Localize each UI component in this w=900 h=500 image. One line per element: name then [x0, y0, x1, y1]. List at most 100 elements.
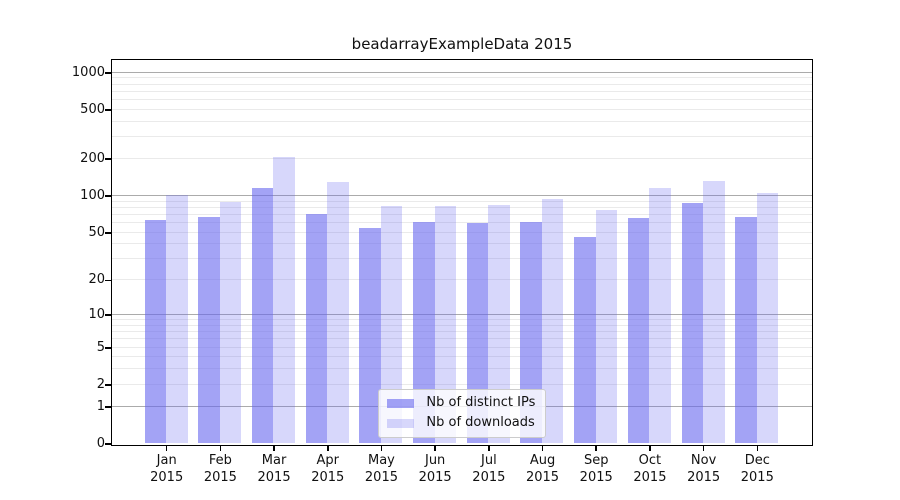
y-axis-tick-mark-2 [105, 384, 112, 386]
x-axis-tick-mark-aug [541, 445, 544, 451]
y-axis-tick-label-20: 20 [88, 272, 105, 288]
gridline-90 [112, 200, 812, 202]
gridline-40 [112, 243, 812, 245]
gridline-300 [112, 136, 812, 138]
x-axis-tick-label-may: May 2015 [364, 453, 398, 485]
x-axis-tick-label-mar: Mar 2015 [257, 453, 291, 485]
x-axis-tick-label-jun: Jun 2015 [418, 453, 452, 485]
y-axis-tick-mark-100 [105, 195, 112, 197]
gridline-3 [112, 368, 812, 370]
gridline-30 [112, 258, 812, 260]
gridline-50 [112, 231, 812, 233]
x-axis-tick-label-sep: Sep 2015 [579, 453, 613, 485]
y-axis-tick-mark-1 [105, 405, 112, 408]
x-axis-tick-mark-may [380, 445, 383, 451]
legend: Nb of distinct IPs Nb of downloads [378, 389, 547, 439]
legend-swatch-distinct-ips-icon [387, 398, 415, 408]
bar-aug-distinct-ips [520, 221, 542, 444]
bar-dec-downloads [756, 193, 779, 444]
bar-nov-downloads [703, 181, 725, 444]
gridline-900 [112, 77, 812, 79]
y-axis-tick-label-500: 500 [80, 102, 105, 118]
bar-jun-distinct-ips [413, 221, 435, 444]
x-axis-tick-label-jul: Jul 2015 [472, 453, 506, 485]
gridline-20 [112, 279, 812, 281]
bar-mar-distinct-ips [251, 187, 274, 444]
y-axis-tick-mark-10 [105, 314, 112, 316]
gridline-200 [112, 157, 812, 159]
legend-item-downloads: Nb of downloads [387, 416, 535, 430]
gridline-400 [112, 120, 812, 122]
bar-nov-distinct-ips [681, 202, 703, 444]
gridline-60 [112, 222, 812, 224]
x-axis-tick-label-dec: Dec 2015 [740, 453, 774, 485]
y-axis-tick-label-0: 0 [96, 436, 105, 451]
x-axis-tick-label-oct: Oct 2015 [633, 453, 667, 485]
gridline-500 [112, 108, 812, 110]
x-axis-tick-label-nov: Nov 2015 [687, 453, 721, 485]
gridline-70 [112, 213, 812, 215]
x-axis-tick-label-apr: Apr 2015 [311, 453, 345, 485]
x-axis-tick-label-jan: Jan 2015 [150, 453, 184, 485]
gridline-6 [112, 338, 812, 340]
gridline-10 [112, 314, 812, 316]
gridline-9 [112, 319, 812, 321]
gridline-80 [112, 206, 812, 208]
chart-title: beadarrayExampleData 2015 [351, 35, 573, 53]
bar-oct-downloads [649, 188, 671, 444]
x-axis-tick-mark-sep [595, 445, 598, 451]
gridline-8 [112, 324, 812, 326]
x-axis-tick-mark-mar [273, 445, 275, 451]
legend-label-distinct-ips: Nb of distinct IPs [426, 395, 536, 411]
bar-apr-downloads [327, 182, 349, 444]
bar-apr-distinct-ips [305, 214, 328, 444]
gridline-1000 [112, 71, 812, 73]
y-axis-tick-mark-5 [105, 346, 112, 349]
y-axis-tick-mark-0 [105, 443, 112, 445]
y-axis-tick-mark-500 [105, 109, 112, 111]
gridline-5 [112, 346, 812, 348]
x-axis-tick-mark-nov [702, 445, 705, 451]
bar-jul-downloads [488, 205, 510, 444]
bar-oct-distinct-ips [627, 217, 650, 444]
gridline-100 [112, 194, 812, 196]
y-axis-tick-mark-200 [105, 158, 112, 160]
y-axis-tick-label-100: 100 [80, 188, 105, 204]
gridline-2 [112, 383, 812, 385]
y-axis-tick-mark-50 [105, 231, 112, 234]
x-axis-tick-label-feb: Feb 2015 [203, 453, 237, 485]
y-axis-tick-mark-1000 [105, 72, 112, 74]
bar-may-distinct-ips [359, 228, 381, 444]
y-axis-tick-label-10: 10 [88, 307, 105, 323]
bar-jan-distinct-ips [144, 219, 167, 444]
bar-feb-distinct-ips [198, 216, 220, 444]
x-axis-tick-mark-jul [488, 445, 490, 451]
legend-label-downloads: Nb of downloads [426, 415, 535, 431]
plot-area: Nb of distinct IPs Nb of downloads [111, 59, 813, 446]
y-axis-tick-mark-20 [105, 279, 112, 282]
y-axis-tick-label-200: 200 [80, 151, 105, 167]
bar-feb-downloads [219, 202, 242, 444]
x-axis-tick-mark-jun [434, 445, 436, 451]
x-axis-tick-label-aug: Aug 2015 [525, 453, 560, 485]
bar-jun-downloads [434, 206, 457, 444]
bars-layer [112, 60, 811, 444]
bar-mar-downloads [273, 156, 295, 444]
y-axis-tick-label-5: 5 [96, 339, 105, 355]
gridline-800 [112, 83, 812, 85]
bar-sep-distinct-ips [574, 236, 596, 444]
y-axis-tick-label-50: 50 [88, 224, 105, 240]
legend-swatch-downloads-icon [387, 418, 415, 428]
bar-dec-distinct-ips [735, 216, 757, 444]
y-axis-tick-label-2: 2 [96, 376, 105, 392]
x-axis-tick-mark-jan [165, 445, 168, 451]
x-axis-tick-mark-feb [219, 445, 222, 451]
bar-may-downloads [380, 206, 403, 444]
bar-jul-distinct-ips [466, 222, 489, 444]
x-axis-tick-mark-oct [649, 445, 651, 451]
bar-aug-downloads [541, 199, 564, 444]
bar-jan-downloads [166, 195, 188, 444]
x-axis-tick-mark-dec [756, 445, 759, 451]
